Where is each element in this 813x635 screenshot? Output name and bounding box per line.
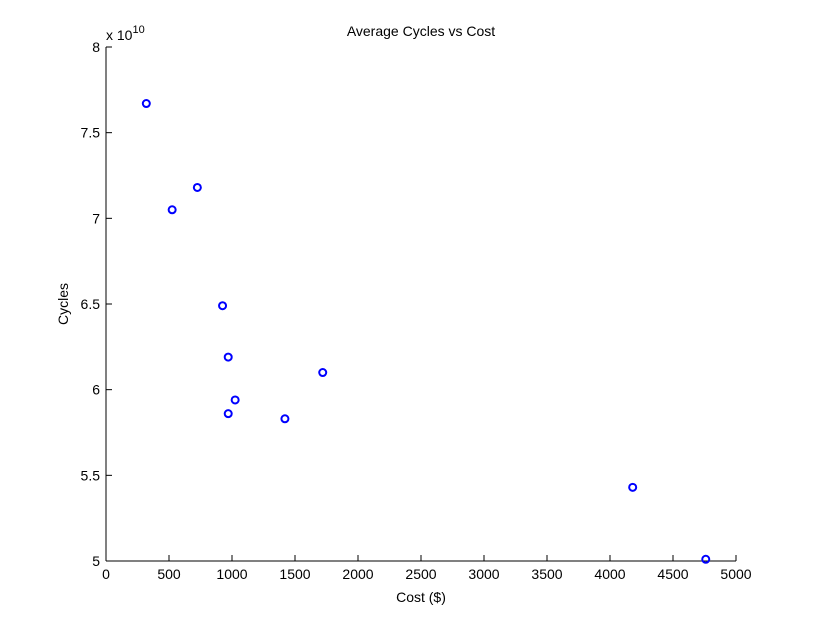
data-point	[701, 554, 711, 564]
svg-text:x 1010: x 1010	[106, 24, 145, 43]
y-tick-label: 5.5	[81, 467, 101, 483]
data-point	[628, 482, 638, 492]
data-point	[218, 301, 228, 311]
y-tick-label: 8	[92, 39, 100, 55]
y-tick-label: 6	[92, 382, 100, 398]
data-point	[141, 99, 151, 109]
data-point	[318, 368, 328, 378]
x-tick-label: 3000	[468, 566, 499, 582]
y-axis-multiplier: x 1010	[106, 24, 145, 43]
x-axis-label: Cost ($)	[396, 589, 446, 605]
data-point	[280, 414, 290, 424]
x-tick-label: 2500	[405, 566, 436, 582]
data-point	[167, 205, 177, 215]
x-tick-label: 4000	[594, 566, 625, 582]
x-tick-label: 4500	[657, 566, 688, 582]
x-tick-label: 2000	[342, 566, 373, 582]
y-axis-ticks: 5 5.5 6 6.5 7 7.5 8	[81, 39, 112, 569]
y-axis-label: Cycles	[55, 283, 71, 325]
multiplier-exponent: 10	[132, 24, 144, 36]
chart-title: Average Cycles vs Cost	[347, 23, 495, 39]
data-point	[223, 352, 233, 362]
y-tick-label: 7	[92, 210, 100, 226]
data-point	[192, 182, 202, 192]
y-tick-label: 5	[92, 553, 100, 569]
x-tick-label: 5000	[720, 566, 751, 582]
data-point	[230, 395, 240, 405]
data-points	[141, 99, 711, 564]
data-point	[223, 409, 233, 419]
x-tick-label: 1500	[279, 566, 310, 582]
x-axis-ticks: 0 500 1000 1500 2000 2500 3000 3500 4000 4500 5000	[102, 555, 752, 582]
axes	[105, 47, 736, 562]
y-tick-label: 6.5	[81, 296, 101, 312]
x-tick-label: 0	[102, 566, 110, 582]
x-tick-label: 1000	[216, 566, 247, 582]
multiplier-base: x 10	[106, 27, 133, 43]
x-tick-label: 500	[157, 566, 181, 582]
x-tick-label: 3500	[531, 566, 562, 582]
y-tick-label: 7.5	[81, 125, 101, 141]
